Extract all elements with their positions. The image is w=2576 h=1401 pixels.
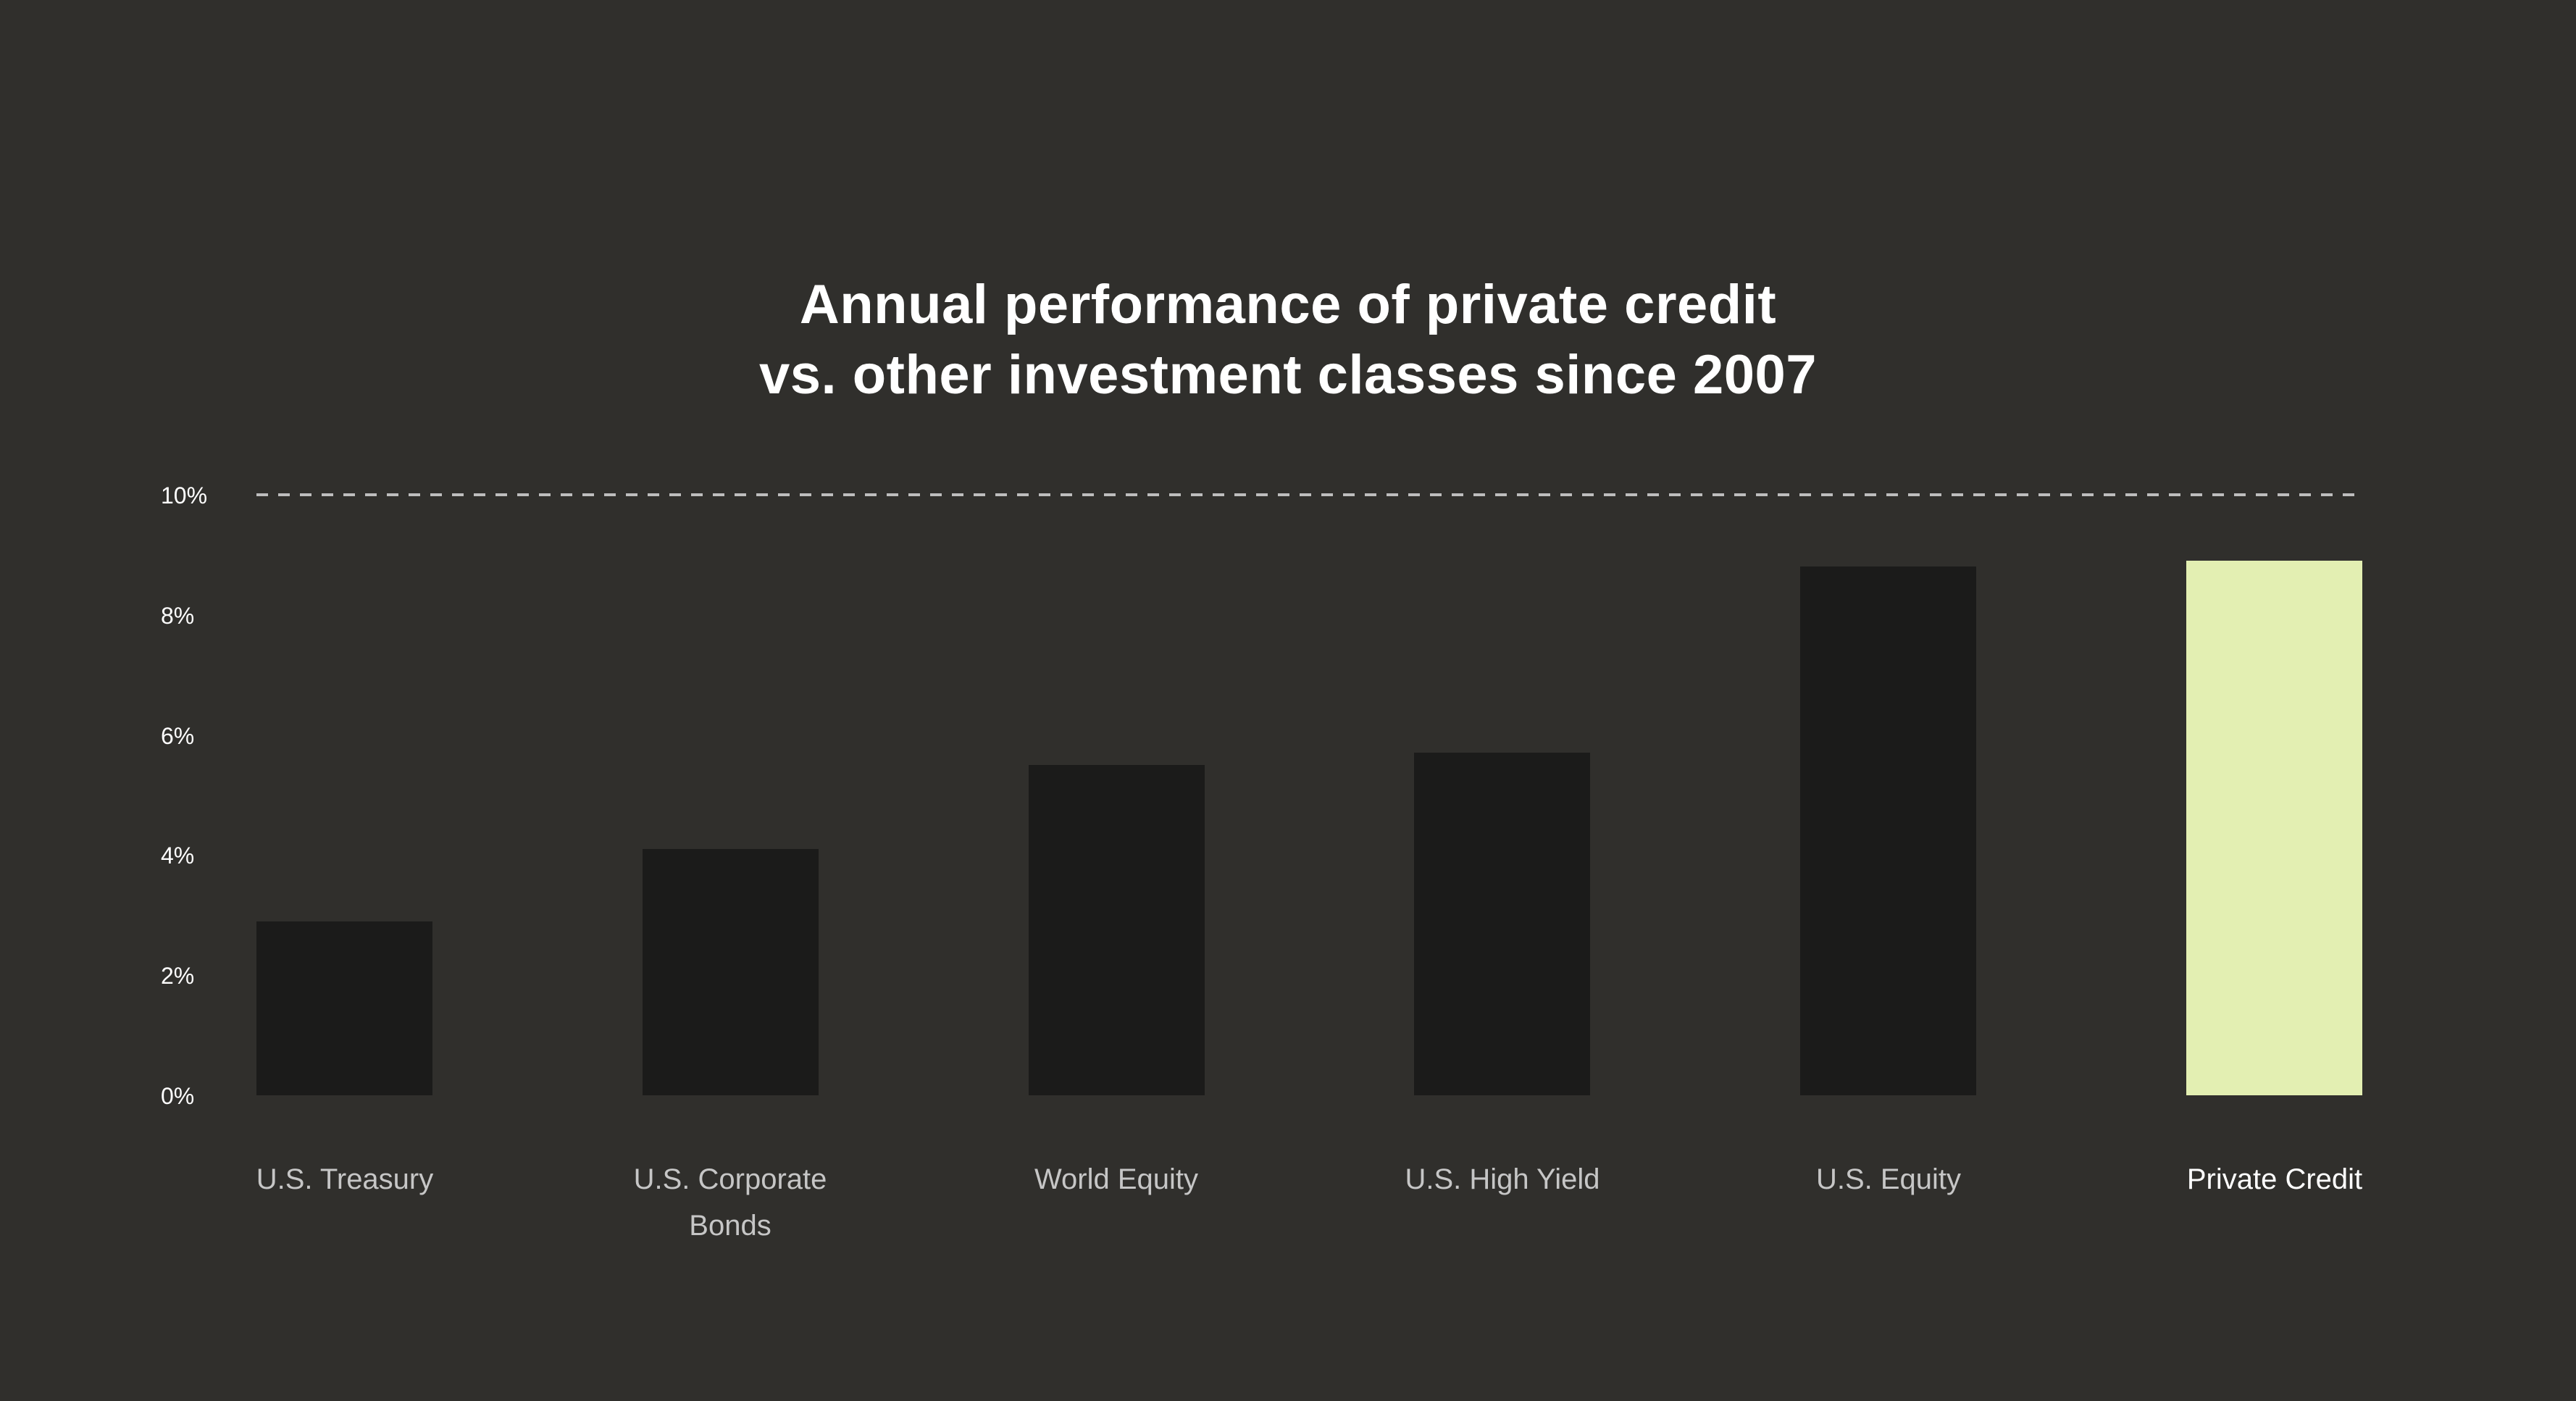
y-tick-label-10: 10% xyxy=(161,482,208,509)
chart-title-line-2: vs. other investment classes since 2007 xyxy=(758,344,1818,406)
y-tick-label-6: 6% xyxy=(161,722,195,749)
category-label-private-credit: Private Credit xyxy=(2186,1163,2363,1195)
chart-title-line-1: Annual performance of private credit xyxy=(799,274,1777,335)
reference-line-10-percent xyxy=(256,493,2362,496)
category-label-world-equity: World Equity xyxy=(1034,1163,1198,1195)
category-label-u-s-high-yield: U.S. High Yield xyxy=(1405,1163,1600,1195)
bar-u-s-treasury xyxy=(256,921,432,1095)
y-tick-label-8: 8% xyxy=(161,602,195,629)
y-tick-label-4: 4% xyxy=(161,842,195,869)
y-tick-label-0: 0% xyxy=(161,1083,195,1109)
plot-area xyxy=(256,493,2362,1095)
bar-u-s-high-yield xyxy=(1414,753,1590,1095)
bar-u-s-equity xyxy=(1800,566,1976,1095)
bar-u-s-corporate-bonds xyxy=(643,849,819,1095)
bar-private-credit xyxy=(2186,561,2362,1095)
bar-world-equity xyxy=(1029,765,1205,1095)
chart-title: Annual performance of private credit vs.… xyxy=(0,269,2576,410)
category-label-u-s-corporate-bonds: U.S. Corporate Bonds xyxy=(633,1163,827,1242)
category-label-u-s-treasury: U.S. Treasury xyxy=(256,1163,434,1195)
category-label-u-s-equity: U.S. Equity xyxy=(1815,1163,1962,1195)
y-tick-label-2: 2% xyxy=(161,963,195,990)
